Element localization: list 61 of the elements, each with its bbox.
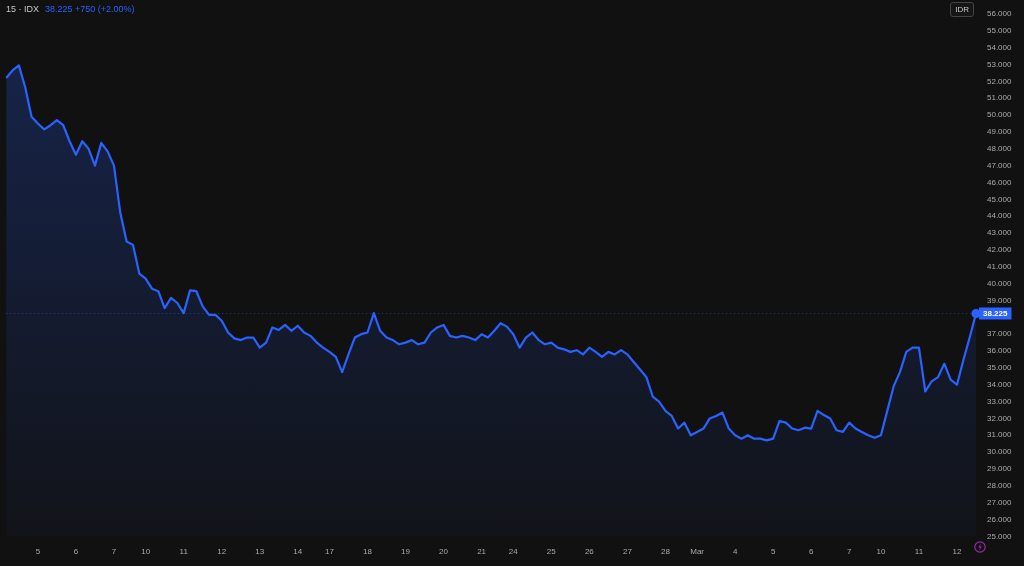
x-tick-label: 24 bbox=[508, 547, 519, 557]
y-tick-label: 42.000 bbox=[987, 245, 1013, 255]
x-tick-label: 21 bbox=[477, 547, 487, 557]
x-tick-label: 26 bbox=[584, 547, 595, 557]
x-tick-label: 19 bbox=[401, 547, 411, 557]
y-tick-label: 29.000 bbox=[987, 464, 1013, 474]
x-tick-label: 11 bbox=[914, 547, 924, 557]
y-tick-label: 51.000 bbox=[987, 93, 1013, 103]
y-tick-label: 40.000 bbox=[987, 278, 1013, 288]
y-tick-label: 54.000 bbox=[987, 42, 1013, 52]
x-tick-label: 25 bbox=[546, 547, 557, 557]
y-tick-label: 35.000 bbox=[987, 363, 1013, 373]
x-tick-label: 10 bbox=[141, 547, 151, 557]
ref-line-label: 38.225 bbox=[983, 308, 1009, 318]
x-tick-label: 12 bbox=[217, 547, 227, 557]
y-tick-label: 28.000 bbox=[987, 481, 1013, 491]
y-tick-label: 34.000 bbox=[987, 379, 1013, 389]
x-tick-label: 5 bbox=[770, 547, 776, 557]
x-tick-label: 18 bbox=[363, 547, 373, 557]
x-tick-label: 7 bbox=[111, 547, 117, 557]
y-tick-label: 26.000 bbox=[987, 514, 1013, 524]
y-tick-label: 30.000 bbox=[987, 447, 1013, 457]
chart-title: 15 · IDX bbox=[6, 4, 40, 14]
annotation: IDR bbox=[950, 2, 974, 17]
y-tick-label: 25.000 bbox=[987, 531, 1013, 541]
x-tick-label: 27 bbox=[622, 547, 633, 557]
y-tick-label: 56.000 bbox=[987, 9, 1013, 19]
x-tick-label: 7 bbox=[847, 547, 852, 557]
y-tick-label: 53.000 bbox=[987, 59, 1013, 69]
x-tick-label: 6 bbox=[73, 547, 79, 557]
y-tick-label: 55.000 bbox=[987, 26, 1013, 36]
y-tick-label: 49.000 bbox=[987, 127, 1013, 137]
y-tick-label: 41.000 bbox=[987, 261, 1013, 271]
y-tick-label: 37.000 bbox=[987, 329, 1013, 339]
x-tick-label: 4 bbox=[732, 547, 738, 557]
y-tick-label: 50.000 bbox=[987, 110, 1013, 120]
y-tick-label: 46.000 bbox=[987, 177, 1013, 187]
x-tick-label: 13 bbox=[255, 547, 265, 557]
x-tick-label: 17 bbox=[325, 547, 335, 557]
x-tick-label: 5 bbox=[35, 547, 41, 557]
x-tick-label: 11 bbox=[179, 547, 189, 557]
y-tick-label: 47.000 bbox=[987, 160, 1013, 170]
x-tick-label: 10 bbox=[876, 547, 886, 557]
x-tick-label: 14 bbox=[293, 547, 303, 557]
y-tick-label: 44.000 bbox=[987, 211, 1013, 221]
x-tick-label: 6 bbox=[808, 547, 814, 557]
y-tick-label: 32.000 bbox=[987, 413, 1013, 423]
y-tick-label: 52.000 bbox=[987, 76, 1013, 86]
chart-subtitle: 38.225 +750 (+2.00%) bbox=[45, 4, 135, 14]
y-tick-label: 31.000 bbox=[987, 430, 1013, 440]
x-tick-label: 20 bbox=[439, 547, 449, 557]
y-tick-label: 45.000 bbox=[987, 194, 1013, 204]
y-tick-label: 33.000 bbox=[987, 396, 1013, 406]
x-tick-label: 28 bbox=[660, 547, 671, 557]
y-tick-label: 27.000 bbox=[987, 497, 1013, 507]
x-tick-label: Mar bbox=[690, 547, 705, 557]
y-tick-label: 39.000 bbox=[987, 295, 1013, 305]
x-tick-label: 12 bbox=[952, 547, 962, 557]
y-tick-label: 48.000 bbox=[987, 144, 1013, 154]
y-tick-label: 43.000 bbox=[987, 228, 1013, 238]
y-tick-label: 36.000 bbox=[987, 346, 1013, 356]
